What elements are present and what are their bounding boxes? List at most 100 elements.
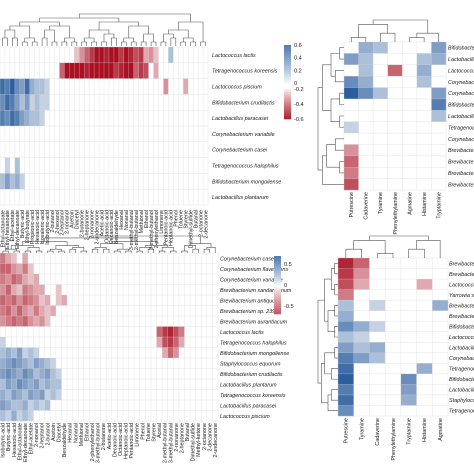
legend-gradient-segment (284, 69, 291, 72)
heatmap-cell-top-left (123, 157, 129, 174)
heatmap-cell-bottom-left (190, 358, 196, 369)
heatmap-cell-bottom-left (212, 326, 219, 338)
heatmap-cell-bottom-left (178, 274, 185, 285)
heatmap-cell-top-left (39, 47, 45, 63)
heatmap-cell-bottom-left (22, 295, 29, 306)
heatmap-cell-bottom-left (89, 400, 96, 411)
row-label: Lactococcus... (449, 282, 474, 288)
heatmap-cell-bottom-left (195, 316, 202, 327)
heatmap-cell-top-right (373, 42, 388, 54)
heatmap-cell-bottom-left (150, 379, 157, 390)
heatmap-cell-bottom-right (400, 300, 417, 311)
heatmap-cell-bottom-left (122, 253, 129, 264)
heatmap-cell-bottom-left (173, 347, 180, 359)
heatmap-cell-top-left (118, 47, 125, 63)
heatmap-cell-bottom-left (128, 400, 135, 411)
heatmap-cell-top-left (153, 157, 159, 174)
heatmap-cell-bottom-left (16, 368, 23, 380)
column-label: Agmatine (407, 192, 413, 215)
heatmap-cell-bottom-left (5, 358, 12, 369)
legend-tick: 0 (294, 81, 297, 87)
heatmap-cell-bottom-left (39, 410, 45, 422)
heatmap-cell-top-left (14, 94, 21, 111)
heatmap-cell-bottom-left (106, 295, 112, 306)
heatmap-cell-bottom-left (122, 368, 129, 380)
heatmap-cell-top-left (14, 173, 21, 190)
heatmap-cell-top-right (402, 178, 418, 191)
heatmap-cell-top-left (168, 189, 174, 206)
heatmap-cell-bottom-right (416, 405, 433, 417)
heatmap-cell-top-left (84, 110, 90, 127)
legend-gradient-segment (274, 306, 281, 309)
heatmap-cell-top-right (416, 178, 432, 191)
column-label: Limonene (159, 210, 165, 234)
heatmap-cell-top-left (178, 47, 184, 63)
heatmap-cell-bottom-left (50, 316, 57, 327)
heatmap-cell-top-left (69, 110, 75, 127)
heatmap-cell-bottom-left (122, 326, 129, 338)
heatmap-cell-top-right (387, 178, 403, 191)
column-label: Phenylethylamine (391, 418, 397, 461)
heatmap-cell-top-left (9, 62, 16, 79)
column-label: 2-heptanone (179, 423, 185, 453)
heatmap-cell-top-left (94, 126, 100, 142)
heatmap-cell-top-right (373, 144, 388, 157)
heatmap-cell-bottom-left (111, 379, 118, 390)
heatmap-cell-bottom-left (55, 337, 62, 348)
heatmap-cell-top-left (133, 141, 139, 158)
heatmap-cell-bottom-right (400, 363, 417, 375)
heatmap-cell-bottom-left (190, 400, 196, 411)
heatmap-cell-bottom-left (145, 305, 152, 317)
column-label: 2-butanone (101, 423, 107, 450)
legend-gradient-segment (274, 296, 281, 299)
heatmap-cell-bottom-left (150, 284, 157, 296)
legend-gradient-segment (274, 304, 281, 307)
heatmap-cell-top-left (89, 141, 95, 158)
heatmap-cell-bottom-left (178, 295, 185, 306)
heatmap-cell-top-left (108, 94, 115, 111)
heatmap-cell-top-left (4, 173, 11, 190)
heatmap-cell-bottom-left (50, 368, 57, 380)
legend-tick: 0 (284, 283, 287, 289)
heatmap-cell-bottom-left (39, 316, 45, 327)
heatmap-cell-bottom-right (385, 373, 402, 385)
heatmap-cell-top-left (54, 94, 60, 111)
heatmap-cell-top-right (402, 121, 418, 134)
column-label: Styrene (184, 210, 190, 229)
legend-gradient-segment (284, 56, 291, 59)
legend-gradient-segment (274, 283, 281, 286)
heatmap-cell-bottom-left (106, 316, 112, 327)
heatmap-cell-bottom-left (33, 263, 40, 275)
legend-gradient-segment (284, 79, 291, 82)
heatmap-cell-bottom-left (95, 274, 101, 285)
heatmap-cell-bottom-right (416, 373, 433, 385)
legend-gradient-segment (284, 75, 291, 78)
heatmap-cell-top-left (168, 47, 174, 63)
heatmap-cell-top-left (113, 47, 120, 63)
legend-gradient-segment (284, 105, 291, 108)
legend-gradient-segment (274, 261, 281, 265)
row-label: Tetragenococcus koreensis (220, 393, 286, 399)
legend-gradient-segment (284, 71, 291, 74)
heatmap-cell-bottom-left (33, 326, 40, 338)
heatmap-cell-top-left (198, 189, 204, 206)
heatmap-cell-bottom-right (432, 268, 449, 280)
heatmap-cell-top-left (29, 173, 35, 190)
heatmap-cell-bottom-left (190, 379, 196, 390)
heatmap-cell-bottom-left (117, 400, 124, 411)
heatmap-cell-bottom-left (128, 253, 135, 264)
column-label: Diacetyl (75, 210, 81, 229)
heatmap-cell-top-left (113, 141, 120, 158)
heatmap-cell-bottom-left (134, 253, 140, 264)
heatmap-cell-top-left (84, 141, 90, 158)
heatmap-cell-bottom-left (106, 337, 112, 348)
heatmap-cell-top-right (416, 121, 432, 134)
heatmap-cell-top-right (373, 167, 388, 179)
heatmap-cell-bottom-left (39, 389, 45, 401)
heatmap-cell-bottom-right (385, 310, 402, 322)
column-label: Butyric-acid (6, 423, 12, 451)
column-label: 2-heptanol (40, 423, 46, 448)
heatmap-cell-bottom-left (145, 368, 152, 380)
heatmap-cell-top-left (39, 141, 45, 158)
heatmap-cell-bottom-left (201, 263, 208, 275)
